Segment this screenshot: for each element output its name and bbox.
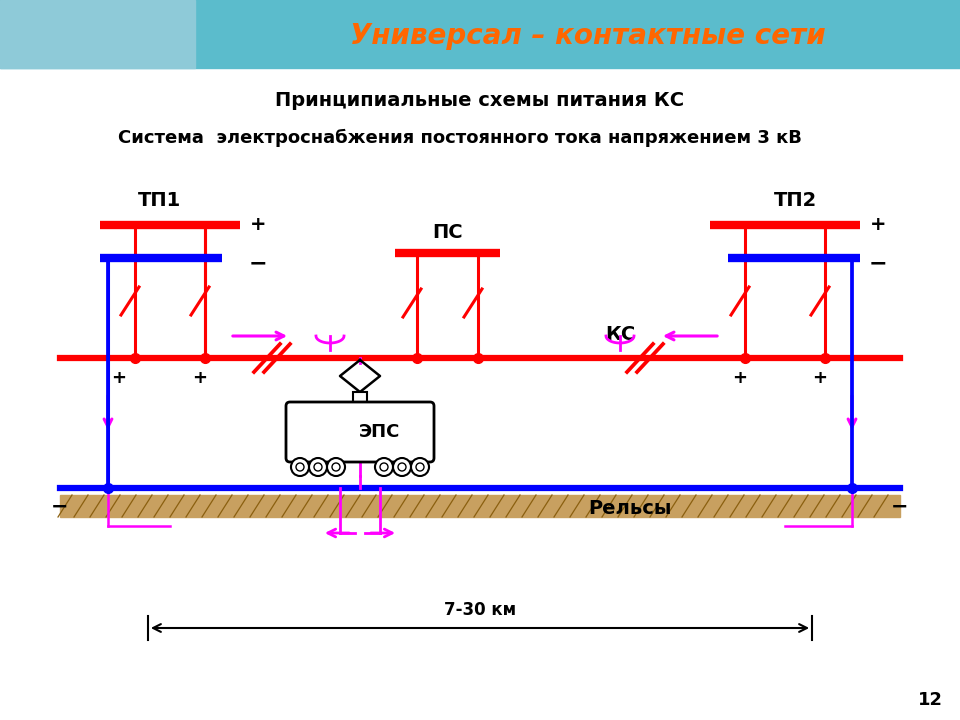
Text: −: − [891,497,909,517]
Text: 12: 12 [918,691,943,709]
Circle shape [393,458,411,476]
Text: +: + [193,369,207,387]
Text: Универсал – контактные сети: Универсал – контактные сети [350,22,826,50]
Bar [60,495,900,517]
Circle shape [327,458,345,476]
Text: −: − [249,253,267,273]
Text: +: + [111,369,127,387]
Text: ПС: ПС [432,223,463,243]
Text: Принципиальные схемы питания КС: Принципиальные схемы питания КС [276,91,684,109]
Text: ТП2: ТП2 [774,191,817,210]
Bar [0,0,960,68]
Text: −: − [51,497,69,517]
Bar [0,0,195,68]
Text: +: + [870,215,886,235]
Circle shape [291,458,309,476]
Text: Рельсы: Рельсы [588,498,672,518]
Text: +: + [732,369,748,387]
Text: Система  электроснабжения постоянного тока напряжением 3 кВ: Система электроснабжения постоянного ток… [118,129,802,147]
Text: ТП1: ТП1 [138,191,181,210]
Text: ЭПС: ЭПС [359,423,400,441]
Text: 7-30 км: 7-30 км [444,601,516,619]
FancyBboxPatch shape [286,402,434,462]
Text: −: − [869,253,887,273]
Bar [353,392,367,406]
Circle shape [375,458,393,476]
Text: +: + [812,369,828,387]
Text: КС: КС [605,325,636,344]
Circle shape [309,458,327,476]
Circle shape [411,458,429,476]
Text: +: + [250,215,266,235]
